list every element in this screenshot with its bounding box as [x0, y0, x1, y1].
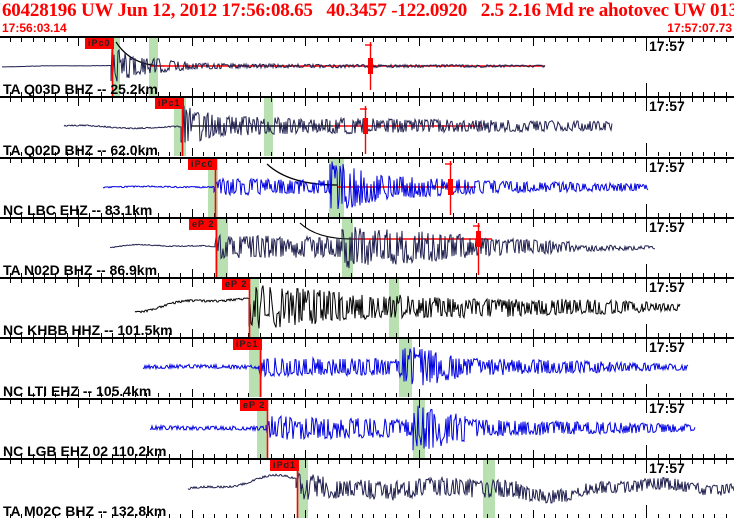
waveform-canvas[interactable]: [0, 279, 734, 337]
trace-row: 17:57 iPc0 NC LBC EHZ -- 83.1km: [0, 156, 734, 218]
station-label[interactable]: NC LTI EHZ -- 105.4km: [3, 382, 152, 399]
waveform-canvas[interactable]: [0, 339, 734, 398]
trace-row: 17:57 iPd1 TA M02C BHZ -- 132.8km: [0, 457, 734, 518]
minute-tick-label: 17:57: [649, 399, 685, 416]
time-window-bar: 17:56:03.14 17:57:07.73: [0, 21, 734, 36]
event-header: 60428196 UW Jun 12, 2012 17:56:08.65 40.…: [0, 0, 734, 21]
phase-pick-flag[interactable]: eP 2: [222, 279, 251, 290]
trace-row: 17:57 iPc1 NC LTI EHZ -- 105.4km: [0, 337, 734, 399]
waveform-canvas[interactable]: [0, 459, 734, 518]
phase-pick-flag[interactable]: iPc1: [155, 98, 184, 110]
phase-pick-flag[interactable]: iPc1: [233, 339, 262, 351]
minute-tick-label: 17:57: [649, 459, 685, 476]
minute-tick-label: 17:57: [649, 339, 685, 356]
window-start-time: 17:56:03.14: [2, 21, 67, 35]
trace-count-indicator: 3: [728, 0, 734, 21]
trace-row: 17:57 eP 2 TA N02D BHZ -- 86.9km: [0, 216, 734, 278]
event-summary-title: 60428196 UW Jun 12, 2012 17:56:08.65 40.…: [2, 0, 729, 21]
phase-pick-flag[interactable]: iPc0: [188, 158, 217, 170]
minute-tick-label: 17:57: [649, 218, 685, 235]
trace-row: 17:57 eP 2 NC KHBB HHZ -- 101.5km: [0, 277, 734, 339]
waveform-canvas[interactable]: [0, 38, 734, 96]
station-label[interactable]: TA Q03D BHZ -- 25.2km: [3, 81, 158, 98]
station-label[interactable]: TA N02D BHZ -- 86.9km: [3, 262, 158, 278]
trace-row: 17:57 iPc0 TA Q03D BHZ -- 25.2km: [0, 36, 734, 98]
minute-tick-label: 17:57: [649, 98, 685, 115]
waveform-canvas[interactable]: [0, 98, 734, 157]
window-end-time: 17:57:07.73: [667, 21, 732, 35]
phase-pick-flag[interactable]: iPd1: [270, 459, 300, 471]
minute-tick-label: 17:57: [649, 279, 685, 295]
trace-row: 17:57 eP 2 NC LGB EHZ 02 110.2km: [0, 397, 734, 459]
station-label[interactable]: NC LBC EHZ -- 83.1km: [3, 201, 153, 218]
station-label[interactable]: TA M02C BHZ -- 132.8km: [3, 503, 167, 518]
station-label[interactable]: TA Q02D BHZ -- 62.0km: [3, 141, 158, 158]
phase-pick-flag[interactable]: eP 2: [189, 218, 218, 230]
waveform-canvas[interactable]: [0, 218, 734, 277]
trace-row: 17:57 iPc1 TA Q02D BHZ -- 62.0km: [0, 96, 734, 158]
minute-tick-label: 17:57: [649, 158, 685, 175]
minute-tick-label: 17:57: [649, 38, 685, 54]
station-label[interactable]: NC KHBB HHZ -- 101.5km: [3, 322, 173, 339]
waveform-canvas[interactable]: [0, 399, 734, 458]
station-label[interactable]: NC LGB EHZ 02 110.2km: [3, 442, 167, 459]
phase-pick-flag[interactable]: iPc0: [85, 38, 114, 49]
trace-panel: 17:57 iPc0 TA Q03D BHZ -- 25.2km 17:57 i…: [0, 36, 734, 518]
phase-pick-flag[interactable]: eP 2: [240, 399, 269, 411]
